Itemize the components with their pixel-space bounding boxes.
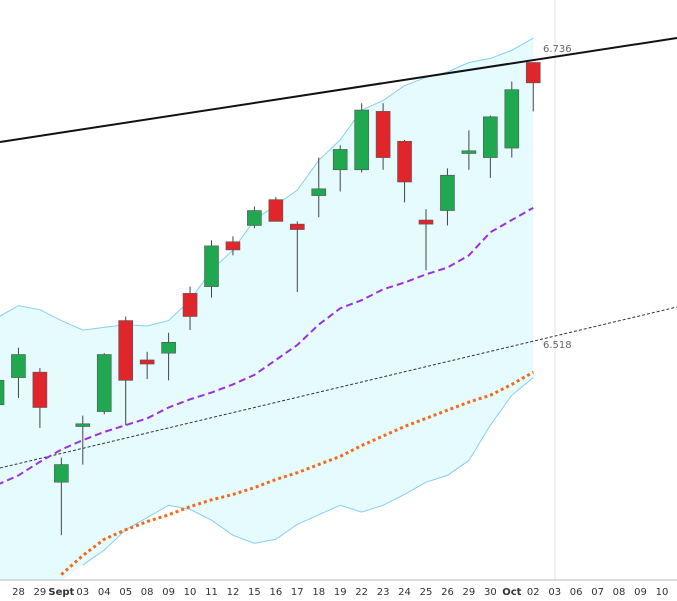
- candle-body: [332, 149, 348, 171]
- candle-body: [504, 89, 520, 149]
- candle-body: [118, 320, 133, 381]
- x-tick-label: 30: [484, 587, 497, 598]
- candle-body: [418, 219, 434, 225]
- candle-body: [161, 341, 176, 354]
- candle-body: [204, 245, 219, 287]
- moving-average: [60, 370, 534, 576]
- x-tick-label: 03: [548, 587, 561, 598]
- candle-body: [268, 199, 284, 222]
- x-tick-label: 29: [34, 587, 47, 598]
- x-tick-label: 17: [291, 587, 304, 598]
- x-tick-label: 11: [205, 587, 218, 598]
- x-tick-label: 19: [334, 587, 347, 598]
- price-label: 6.518: [543, 340, 572, 351]
- x-tick-label: 09: [162, 587, 175, 598]
- candle-body: [289, 223, 305, 230]
- candle-body: [397, 140, 412, 183]
- x-tick-label: 26: [441, 587, 454, 598]
- x-tick-label: 23: [377, 587, 390, 598]
- candle-body: [54, 464, 69, 483]
- candle-body: [139, 359, 155, 365]
- x-tick-label: 05: [119, 587, 132, 598]
- x-tick-label: 22: [355, 587, 368, 598]
- candle-body: [461, 150, 477, 154]
- candle-body: [0, 380, 5, 406]
- x-tick-label: 07: [591, 587, 604, 598]
- x-tick-label: 08: [141, 587, 154, 598]
- x-tick-label: 10: [184, 587, 197, 598]
- x-tick-label: 16: [269, 587, 282, 598]
- candle-body: [75, 423, 91, 427]
- x-tick-label: Sept: [48, 587, 74, 598]
- x-tick-label: Oct: [502, 587, 521, 598]
- candle-body: [525, 62, 541, 84]
- plot-layer: [0, 62, 541, 576]
- candle-body: [32, 371, 48, 408]
- x-tick-label: 03: [76, 587, 89, 598]
- x-tick-label: 18: [312, 587, 325, 598]
- price-label: 6.736: [543, 44, 572, 55]
- x-tick-label: 02: [527, 587, 540, 598]
- x-tick-label: 24: [398, 587, 411, 598]
- candle-body: [225, 241, 241, 251]
- candle-body: [11, 354, 26, 378]
- x-tick-label: 08: [613, 587, 626, 598]
- candle-body: [311, 188, 327, 196]
- x-tick-label: 12: [227, 587, 240, 598]
- x-tick-label: 09: [634, 587, 647, 598]
- x-tick-label: 28: [12, 587, 25, 598]
- candle-body: [247, 210, 262, 226]
- x-tick-label: 29: [463, 587, 476, 598]
- trendline-dotted: [0, 306, 677, 469]
- x-tick-label: 04: [98, 587, 111, 598]
- candle-body: [182, 293, 198, 317]
- candle-body: [96, 354, 112, 412]
- candle-body: [483, 116, 498, 158]
- x-tick-label: 25: [420, 587, 433, 598]
- candle-body: [440, 174, 455, 211]
- candle-body: [354, 109, 369, 171]
- moving-average: [0, 206, 534, 485]
- trendline: [0, 37, 677, 143]
- candle-body: [375, 111, 391, 158]
- x-tick-label: 15: [248, 587, 261, 598]
- band-line: [82, 377, 534, 566]
- x-tick-label: 10: [656, 587, 669, 598]
- x-tick-label: 06: [570, 587, 583, 598]
